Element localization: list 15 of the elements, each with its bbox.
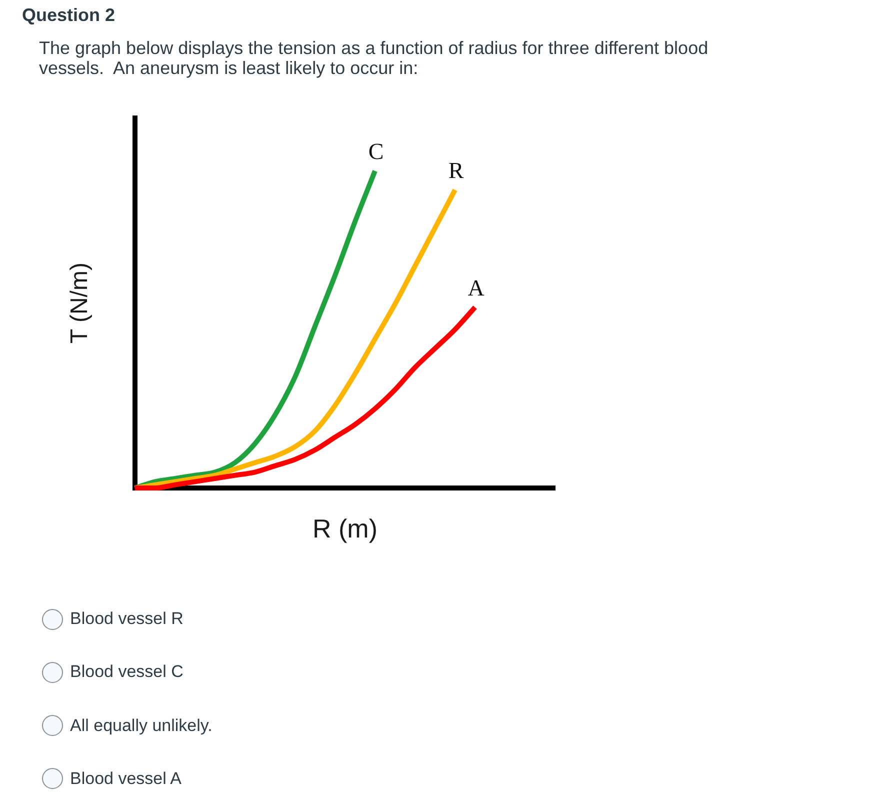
y-axis-title: T (N/m) bbox=[66, 262, 94, 344]
radio-button[interactable] bbox=[42, 662, 63, 683]
radio-button[interactable] bbox=[42, 768, 63, 790]
chart-subtitle: The graph below displays the tension as a function of radius for three different blood vessels. An aneurysm is least likely to occur in: bbox=[39, 38, 710, 78]
text: Blood vessel R bbox=[70, 609, 184, 629]
series-label: A bbox=[468, 275, 485, 300]
chart-title: Question 2 bbox=[22, 4, 116, 26]
radio-button[interactable] bbox=[42, 715, 63, 736]
series-label: R bbox=[448, 158, 464, 183]
x-axis-title: R (m) bbox=[312, 514, 378, 544]
series-label: C bbox=[368, 138, 384, 164]
text: Blood vessel C bbox=[70, 662, 184, 682]
text: Blood vessel A bbox=[70, 768, 182, 789]
text: All equally unlikely. bbox=[70, 716, 212, 736]
radio-button[interactable] bbox=[42, 608, 63, 630]
